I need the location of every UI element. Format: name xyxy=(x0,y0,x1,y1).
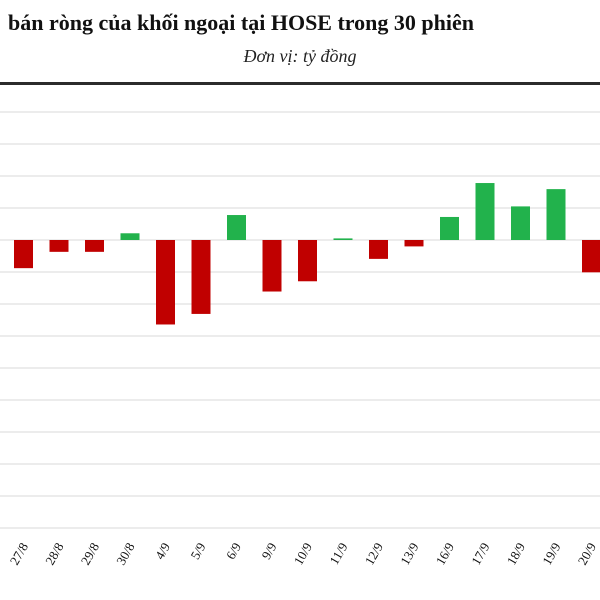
bar-10-9 xyxy=(298,240,317,282)
bar-9-9 xyxy=(262,240,282,292)
bars xyxy=(14,183,600,325)
chart-title-band: bán ròng của khối ngoại tại HOSE trong 3… xyxy=(0,0,600,85)
x-tick-label: 4/9 xyxy=(152,540,173,562)
x-tick-label: 18/9 xyxy=(504,540,529,568)
x-tick-label: 6/9 xyxy=(223,540,244,562)
bar-27-8 xyxy=(14,240,33,269)
x-tick-label: 9/9 xyxy=(258,540,279,562)
bar-29-8 xyxy=(85,240,104,252)
x-tick-label: 17/9 xyxy=(468,540,493,568)
bar-4-9 xyxy=(156,240,175,325)
x-tick-label: 13/9 xyxy=(397,540,422,568)
x-tick-label: 16/9 xyxy=(433,540,458,568)
x-tick-label: 29/8 xyxy=(78,540,103,568)
bar-12-9 xyxy=(369,240,388,259)
x-tick-label: 30/8 xyxy=(113,540,138,568)
chart-title: bán ròng của khối ngoại tại HOSE trong 3… xyxy=(8,10,474,35)
x-tick-label: 10/9 xyxy=(291,540,316,568)
bar-16-9 xyxy=(440,216,459,240)
bar-13-9 xyxy=(404,240,424,247)
gridlines xyxy=(0,111,600,529)
x-tick-label: 20/9 xyxy=(575,540,600,568)
chart-subtitle: Đơn vị: tỷ đồng xyxy=(243,46,357,66)
x-tick-labels: 26/827/828/829/830/84/95/96/99/910/911/9… xyxy=(7,540,600,568)
x-tick-label: 12/9 xyxy=(362,540,387,568)
x-tick-label: 11/9 xyxy=(326,540,350,567)
bar-6-9 xyxy=(227,215,246,240)
bar-18-9 xyxy=(511,206,530,240)
bar-19-9 xyxy=(546,189,566,240)
bar-11-9 xyxy=(333,238,353,240)
bar-17-9 xyxy=(475,183,495,240)
x-tick-label: 5/9 xyxy=(187,540,208,562)
x-tick-label: 28/8 xyxy=(42,540,67,568)
bar-20-9 xyxy=(582,240,600,273)
bar-30-8 xyxy=(120,233,140,240)
bar-28-8 xyxy=(49,240,69,252)
x-tick-label: 27/8 xyxy=(7,540,32,568)
x-tick-label: 19/9 xyxy=(539,540,564,568)
bar-5-9 xyxy=(191,240,211,314)
